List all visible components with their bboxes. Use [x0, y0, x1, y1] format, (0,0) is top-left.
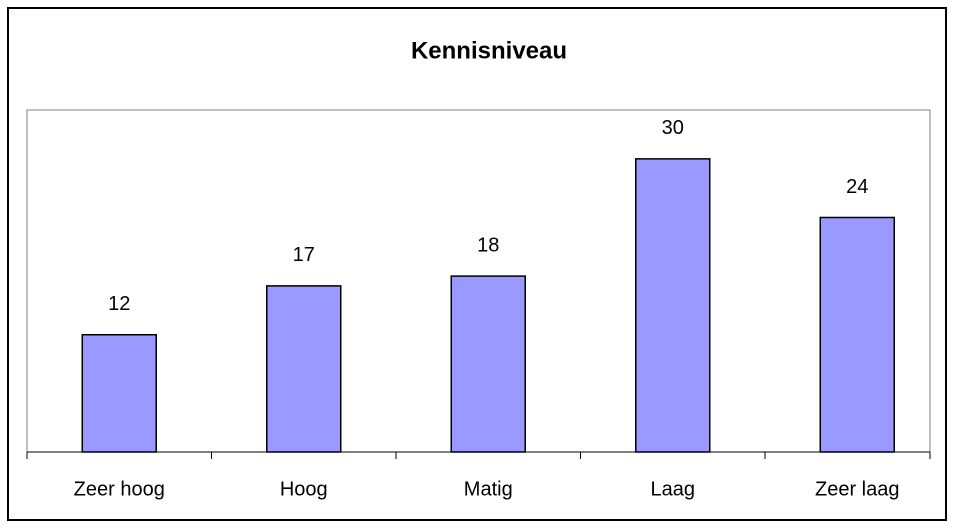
data-label: 17	[293, 244, 315, 266]
x-tick-label: Laag	[651, 478, 696, 500]
data-label: 30	[662, 117, 684, 139]
bar	[635, 158, 711, 453]
x-tick-label: Matig	[464, 478, 513, 500]
x-tick-label: Zeer laag	[815, 478, 900, 500]
x-tick-label: Hoog	[280, 478, 328, 500]
data-label: 18	[477, 234, 499, 256]
chart-title: Kennisniveau	[411, 37, 567, 64]
data-label: 12	[108, 293, 130, 315]
bar	[450, 275, 526, 453]
data-label: 24	[846, 176, 868, 198]
bar	[819, 216, 895, 453]
bar	[81, 333, 157, 453]
x-tick-label: Zeer hoog	[74, 478, 165, 500]
bar	[266, 285, 342, 453]
